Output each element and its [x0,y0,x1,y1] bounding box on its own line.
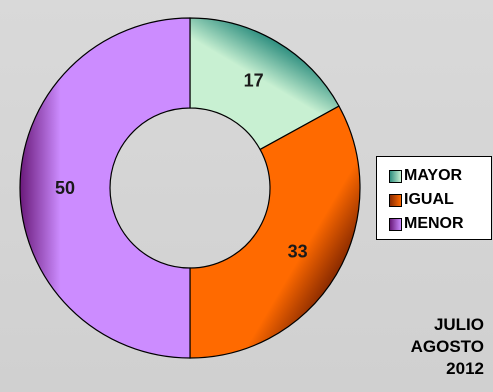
period-annotation: JULIO AGOSTO 2012 [364,314,484,380]
donut-slice-menor [20,18,190,358]
legend-label-mayor: MAYOR [404,167,462,185]
legend-swatch-menor [389,218,402,231]
data-label-menor: 50 [55,178,75,198]
legend-item-mayor: MAYOR [389,164,491,188]
legend-label-igual: IGUAL [404,191,454,209]
period-line-1: JULIO [364,314,484,336]
period-line-2: AGOSTO [364,336,484,358]
donut-slice-igual [190,106,360,358]
data-label-igual: 33 [288,242,308,262]
legend-label-menor: MENOR [404,215,464,233]
period-line-3: 2012 [364,358,484,380]
legend-item-menor: MENOR [389,212,491,236]
data-label-mayor: 17 [244,70,264,90]
legend: MAYOR IGUAL MENOR [376,156,492,240]
legend-item-igual: IGUAL [389,188,491,212]
legend-swatch-igual [389,194,402,207]
legend-swatch-mayor [389,170,402,183]
